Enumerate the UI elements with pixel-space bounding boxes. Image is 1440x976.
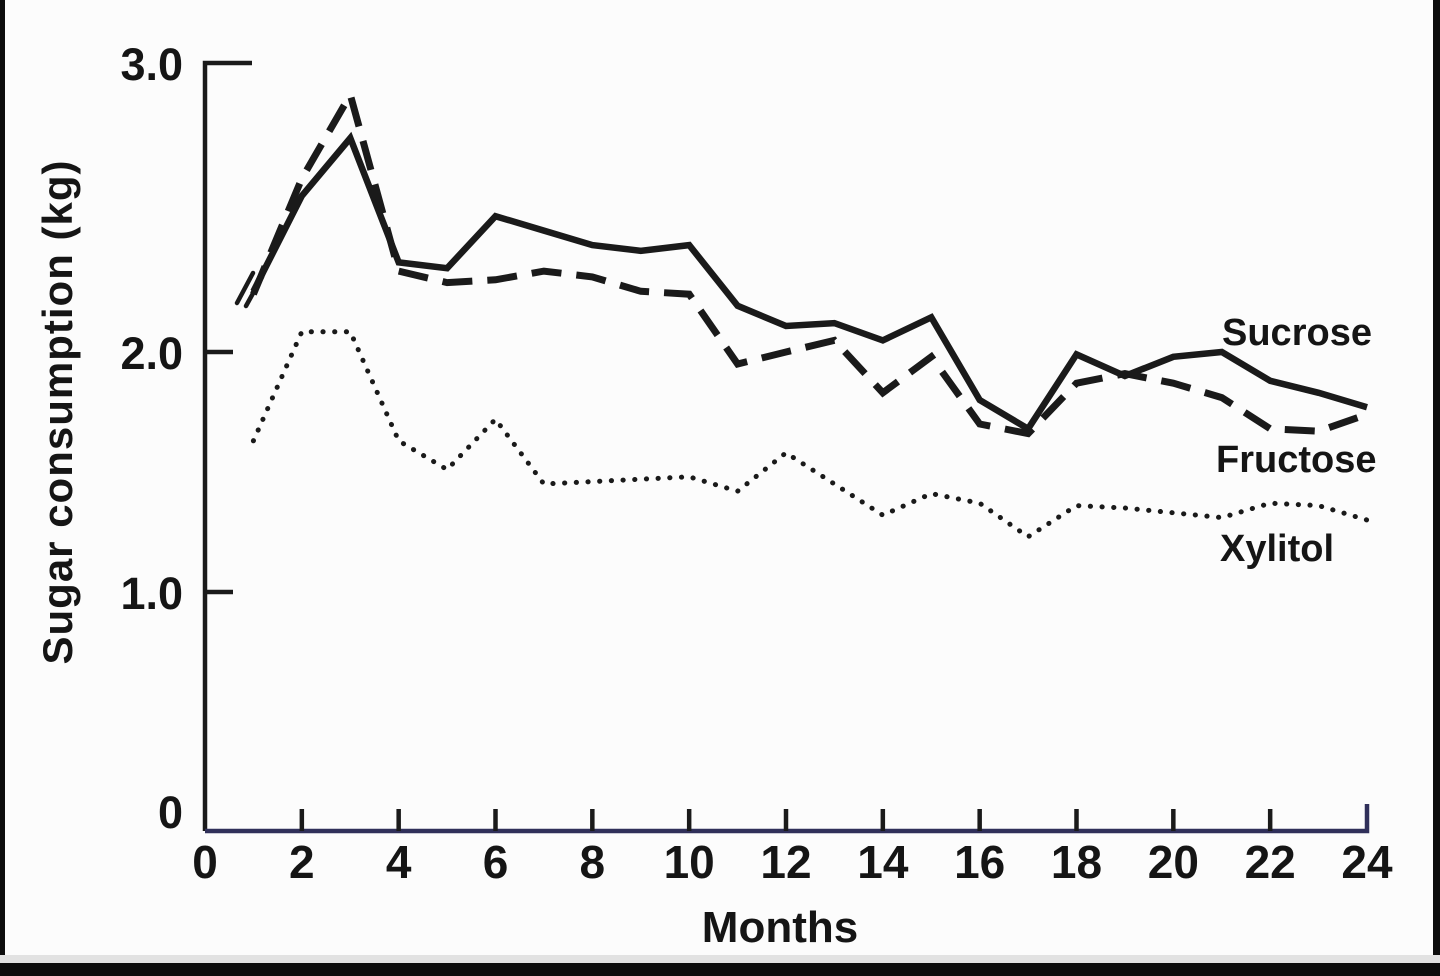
x-tick-label: 22 bbox=[1245, 836, 1296, 888]
y-tick-label: 3.0 bbox=[120, 39, 183, 90]
x-tick-label: 10 bbox=[664, 836, 715, 888]
series-line-xylitol bbox=[250, 329, 1370, 540]
x-tick-label: 2 bbox=[289, 836, 315, 888]
series-label-xylitol: Xylitol bbox=[1220, 528, 1334, 570]
y-tick-label: 1.0 bbox=[120, 568, 183, 619]
x-tick-label: 12 bbox=[760, 836, 811, 888]
x-tick-label: 8 bbox=[580, 836, 606, 888]
x-tick-label: 16 bbox=[954, 836, 1005, 888]
axis-break-mark bbox=[234, 270, 265, 309]
x-tick-label: 18 bbox=[1051, 836, 1102, 888]
x-axis-title: Months bbox=[701, 903, 859, 952]
x-tick-label: 20 bbox=[1148, 836, 1199, 888]
x-tick-label: 6 bbox=[483, 836, 509, 888]
series-line-sucrose bbox=[250, 131, 1368, 434]
x-tick-label: 4 bbox=[386, 836, 412, 888]
series-line-fructose bbox=[250, 85, 1369, 438]
screen-edge-bottom-shadow bbox=[0, 955, 1440, 963]
y-tick-label: 2.0 bbox=[120, 328, 183, 379]
screen-edge-left bbox=[0, 0, 5, 976]
x-tick-label: 14 bbox=[857, 836, 909, 888]
y-tick-label: 0 bbox=[158, 787, 183, 838]
x-tick-label: 0 bbox=[192, 836, 218, 888]
screen-edge-bottom bbox=[0, 963, 1440, 976]
y-axis-title: Sugar consumption (kg) bbox=[34, 159, 81, 665]
x-tick-label: 24 bbox=[1341, 836, 1393, 888]
screen-edge-right bbox=[1433, 0, 1440, 976]
series-label-fructose: Fructose bbox=[1216, 439, 1376, 481]
y-axis-line bbox=[202, 60, 252, 831]
series-label-sucrose: Sucrose bbox=[1222, 312, 1372, 354]
